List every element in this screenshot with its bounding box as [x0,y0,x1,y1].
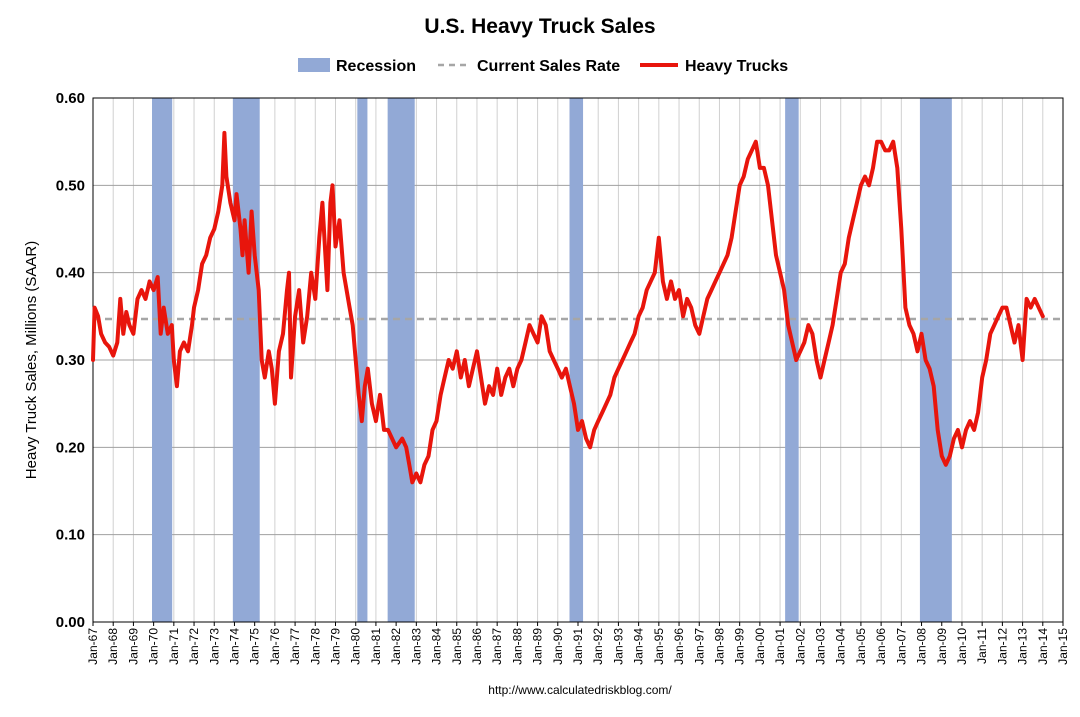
x-tick-label: Jan-03 [814,628,828,665]
heavy-trucks-series-line [91,130,1045,485]
x-tick-label: Jan-69 [126,628,140,665]
x-tick-label: Jan-75 [248,628,262,665]
x-tick-label: Jan-05 [854,628,868,665]
y-tick-label: 0.00 [56,614,85,631]
x-tick-label: Jan-93 [611,628,625,665]
x-tick-label: Jan-00 [753,628,767,665]
x-tick-label: Jan-67 [86,628,100,665]
x-tick-label: Jan-83 [409,628,423,665]
x-tick-label: Jan-09 [935,628,949,665]
x-tick-label: Jan-06 [874,628,888,665]
x-tick-label: Jan-87 [490,628,504,665]
plot-area: 0.00 0.10 0.20 0.30 0.40 0.50 0.60 Jan-67 Jan-68… [56,90,1070,665]
x-tick-label: Jan-99 [733,628,747,665]
recession-band [232,98,260,622]
recession-band [569,98,584,622]
x-tick-label: Jan-92 [591,628,605,665]
x-tick-label: Jan-77 [288,628,302,665]
x-tick-label: Jan-13 [1016,628,1030,665]
x-tick-label: Jan-96 [672,628,686,665]
y-tick-label: 0.20 [56,439,85,456]
recession-band [357,98,368,622]
legend: Recession Current Sales Rate Heavy Truck… [298,58,788,75]
legend-heavy-trucks-label: Heavy Trucks [685,58,788,75]
x-tick-label: Jan-72 [187,628,201,665]
x-tick-label: Jan-91 [571,628,585,665]
x-tick-label: Jan-81 [369,628,383,665]
x-tick-label: Jan-88 [510,628,524,665]
recession-band [152,98,173,622]
x-tick-label: Jan-89 [531,628,545,665]
x-tick-label: Jan-85 [450,628,464,665]
y-tick-label: 0.40 [56,265,85,282]
x-tick-label: Jan-71 [167,628,181,665]
x-tick-label: Jan-74 [227,628,241,665]
x-tick-label: Jan-80 [349,628,363,665]
legend-current-rate-label: Current Sales Rate [477,58,620,75]
recession-band [387,98,415,622]
x-tick-label: Jan-12 [995,628,1009,665]
x-tick-label: Jan-15 [1056,628,1070,665]
x-tick-label: Jan-70 [147,628,161,665]
source-url: http://www.calculatedriskblog.com/ [488,683,672,697]
x-tick-label: Jan-76 [268,628,282,665]
x-tick-label: Jan-84 [430,628,444,665]
y-tick-label: 0.50 [56,177,85,194]
y-tick-label: 0.30 [56,352,85,369]
x-tick-label: Jan-14 [1036,628,1050,665]
x-tick-label: Jan-78 [308,628,322,665]
x-tick-label: Jan-68 [106,628,120,665]
x-tick-label: Jan-98 [712,628,726,665]
recession-band [785,98,799,622]
x-tick-label: Jan-94 [632,628,646,665]
chart-title: U.S. Heavy Truck Sales [424,15,655,38]
x-tick-label: Jan-79 [329,628,343,665]
legend-recession-label: Recession [336,58,416,75]
x-tick-label: Jan-04 [834,628,848,665]
x-tick-label: Jan-97 [692,628,706,665]
x-tick-label: Jan-10 [955,628,969,665]
x-tick-label: Jan-02 [793,628,807,665]
x-tick-label: Jan-73 [207,628,221,665]
x-tick-label: Jan-11 [975,628,989,664]
y-tick-label: 0.10 [56,527,85,544]
y-tick-label: 0.60 [56,90,85,107]
x-tick-label: Jan-07 [894,628,908,665]
x-tick-label: Jan-01 [773,628,787,665]
x-tick-label: Jan-82 [389,628,403,665]
x-tick-label: Jan-08 [915,628,929,665]
x-tick-label: Jan-86 [470,628,484,665]
x-tick-label: Jan-95 [652,628,666,665]
y-axis-label: Heavy Truck Sales, Millions (SAAR) [23,241,40,479]
legend-recession-swatch [298,58,330,72]
x-tick-label: Jan-90 [551,628,565,665]
